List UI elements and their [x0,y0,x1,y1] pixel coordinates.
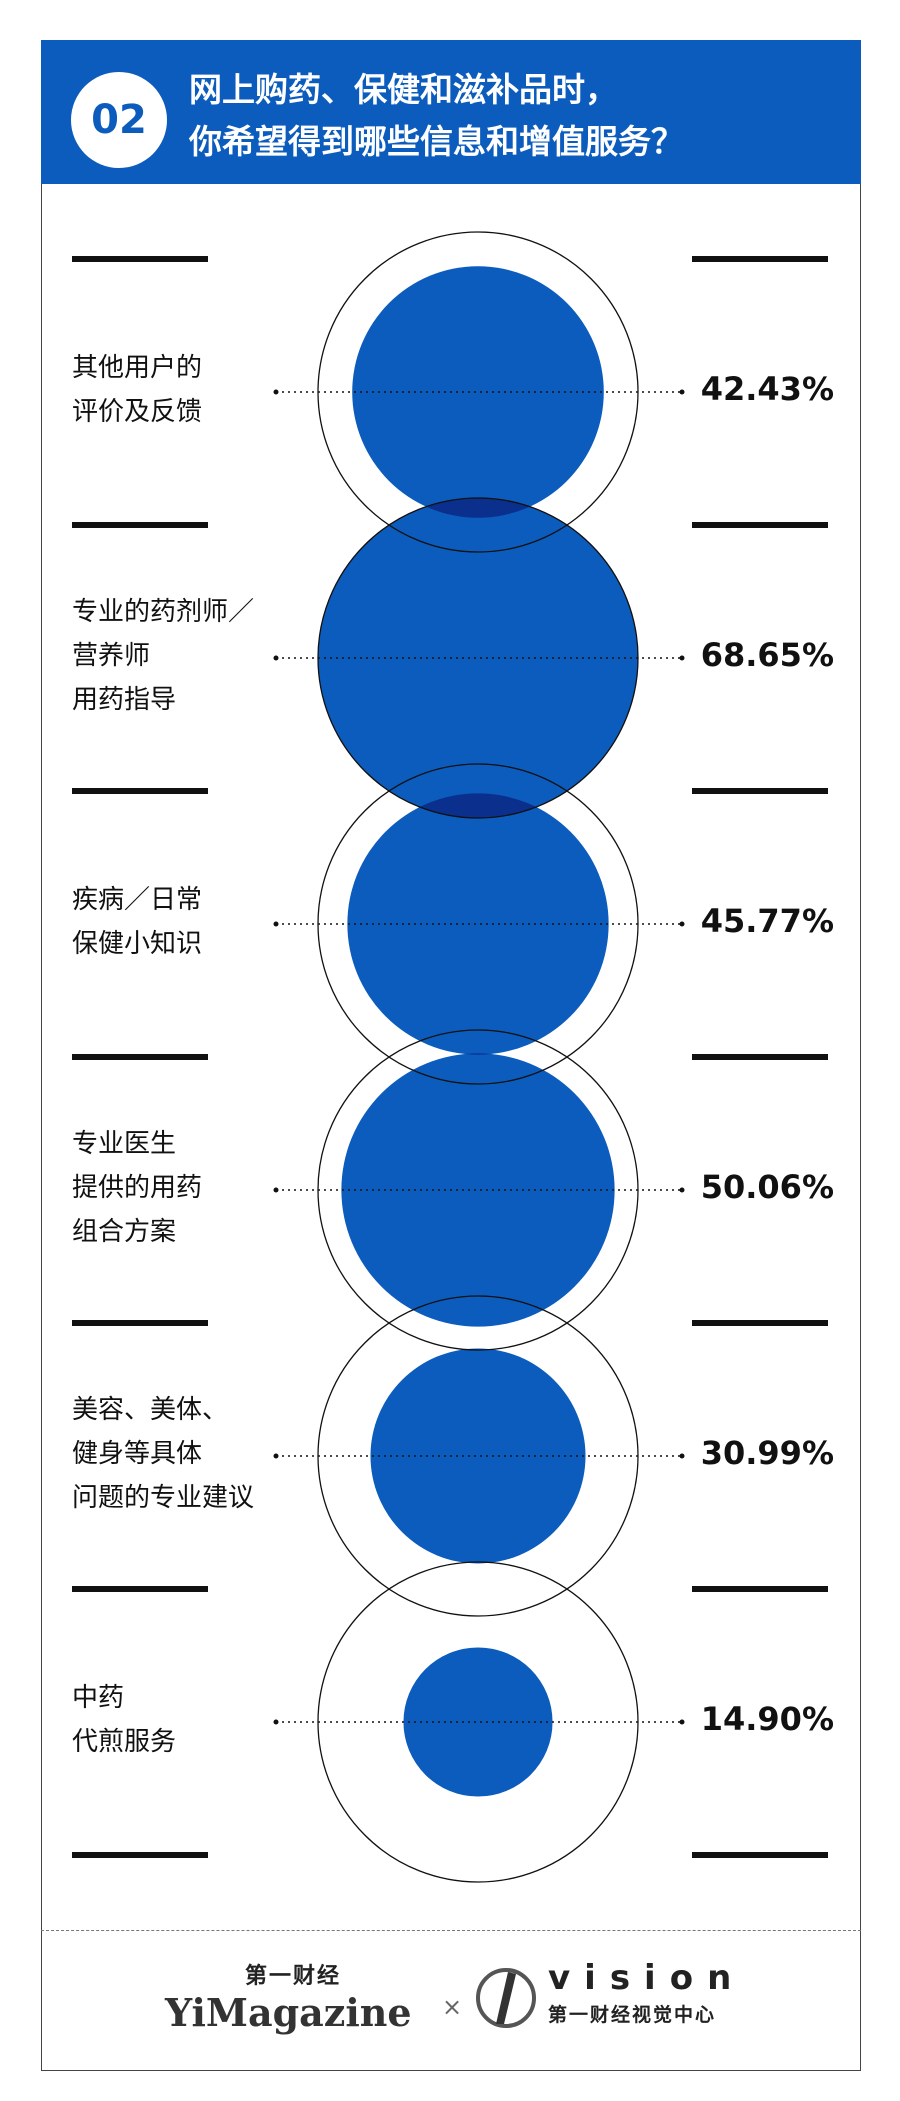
vision-logo: vision 第一财经视觉中心 [548,1958,745,2027]
category-label-line: 专业医生 [72,1129,177,1159]
guide-dot-left [273,655,279,661]
category-label: 其他用户的评价及反馈 [72,346,312,434]
category-label-line: 问题的专业建议 [72,1483,255,1513]
value-label: 42.43% [700,370,834,408]
category-label-line: 评价及反馈 [72,397,203,427]
vision-logo-icon [476,1968,536,2028]
header-banner: 02 网上购药、保健和滋补品时， 你希望得到哪些信息和增值服务？ [41,40,861,184]
value-label: 68.65% [700,636,834,674]
bubble [352,266,604,518]
category-label: 疾病／日常保健小知识 [72,878,312,966]
bubble [347,793,609,1055]
category-label-line: 专业的药剂师／ [72,597,255,627]
page-title: 网上购药、保健和滋补品时， 你希望得到哪些信息和增值服务？ [189,64,849,168]
value-label: 45.77% [700,902,834,940]
vision-logo-cn: 第一财经视觉中心 [548,2004,717,2026]
value-label: 50.06% [700,1168,834,1206]
vision-logo-en: vision [548,1958,746,1998]
bubble-chart [72,231,828,1883]
question-number-badge: 02 [71,72,167,168]
category-label-line: 中药 [72,1683,125,1713]
bubble [318,498,638,818]
category-label-line: 用药指导 [72,685,177,715]
category-label-line: 提供的用药 [72,1173,203,1203]
category-label-line: 组合方案 [72,1217,177,1247]
bubble [370,1348,586,1564]
category-label-line: 营养师 [72,641,151,671]
category-label: 中药 代煎服务 [72,1676,312,1764]
category-label: 美容、美体、 健身等具体问题的专业建议 [72,1388,312,1520]
category-label: 专业医生提供的用药组合方案 [72,1122,312,1254]
guide-dot-left [273,1719,279,1725]
category-label-line: 疾病／日常 [72,885,203,915]
bubble [403,1647,553,1797]
guide-dot-left [273,921,279,927]
guide-dot-left [273,1187,279,1193]
guide-dot-left [273,389,279,395]
guide-dot-right [679,1187,685,1193]
category-label-line: 其他用户的 [72,353,203,383]
yimagazine-logo-cn: 第一财经 [245,1964,342,1989]
title-line-2: 你希望得到哪些信息和增值服务？ [189,122,684,161]
yimagazine-logo-en: YiMagazine [165,1990,412,2035]
guide-dot-right [679,921,685,927]
guide-dot-right [679,655,685,661]
guide-dot-right [679,1719,685,1725]
guide-dot-right [679,1453,685,1459]
category-label-line: 美容、美体、 [72,1395,229,1425]
title-line-1: 网上购药、保健和滋补品时， [189,70,618,109]
footer-divider [41,1930,861,1931]
value-label: 30.99% [700,1434,834,1472]
guide-dot-left [273,1453,279,1459]
category-label-line: 代煎服务 [72,1727,177,1757]
yimagazine-logo: 第一财经 YiMagazine [165,1958,412,2035]
category-label-line: 保健小知识 [72,929,203,959]
guide-dot-right [679,389,685,395]
category-label-line: 健身等具体 [72,1439,203,1469]
bubble [341,1053,615,1327]
brand-separator: × [442,1993,463,2021]
value-label: 14.90% [700,1700,834,1738]
category-label: 专业的药剂师／ 营养师用药指导 [72,590,312,722]
